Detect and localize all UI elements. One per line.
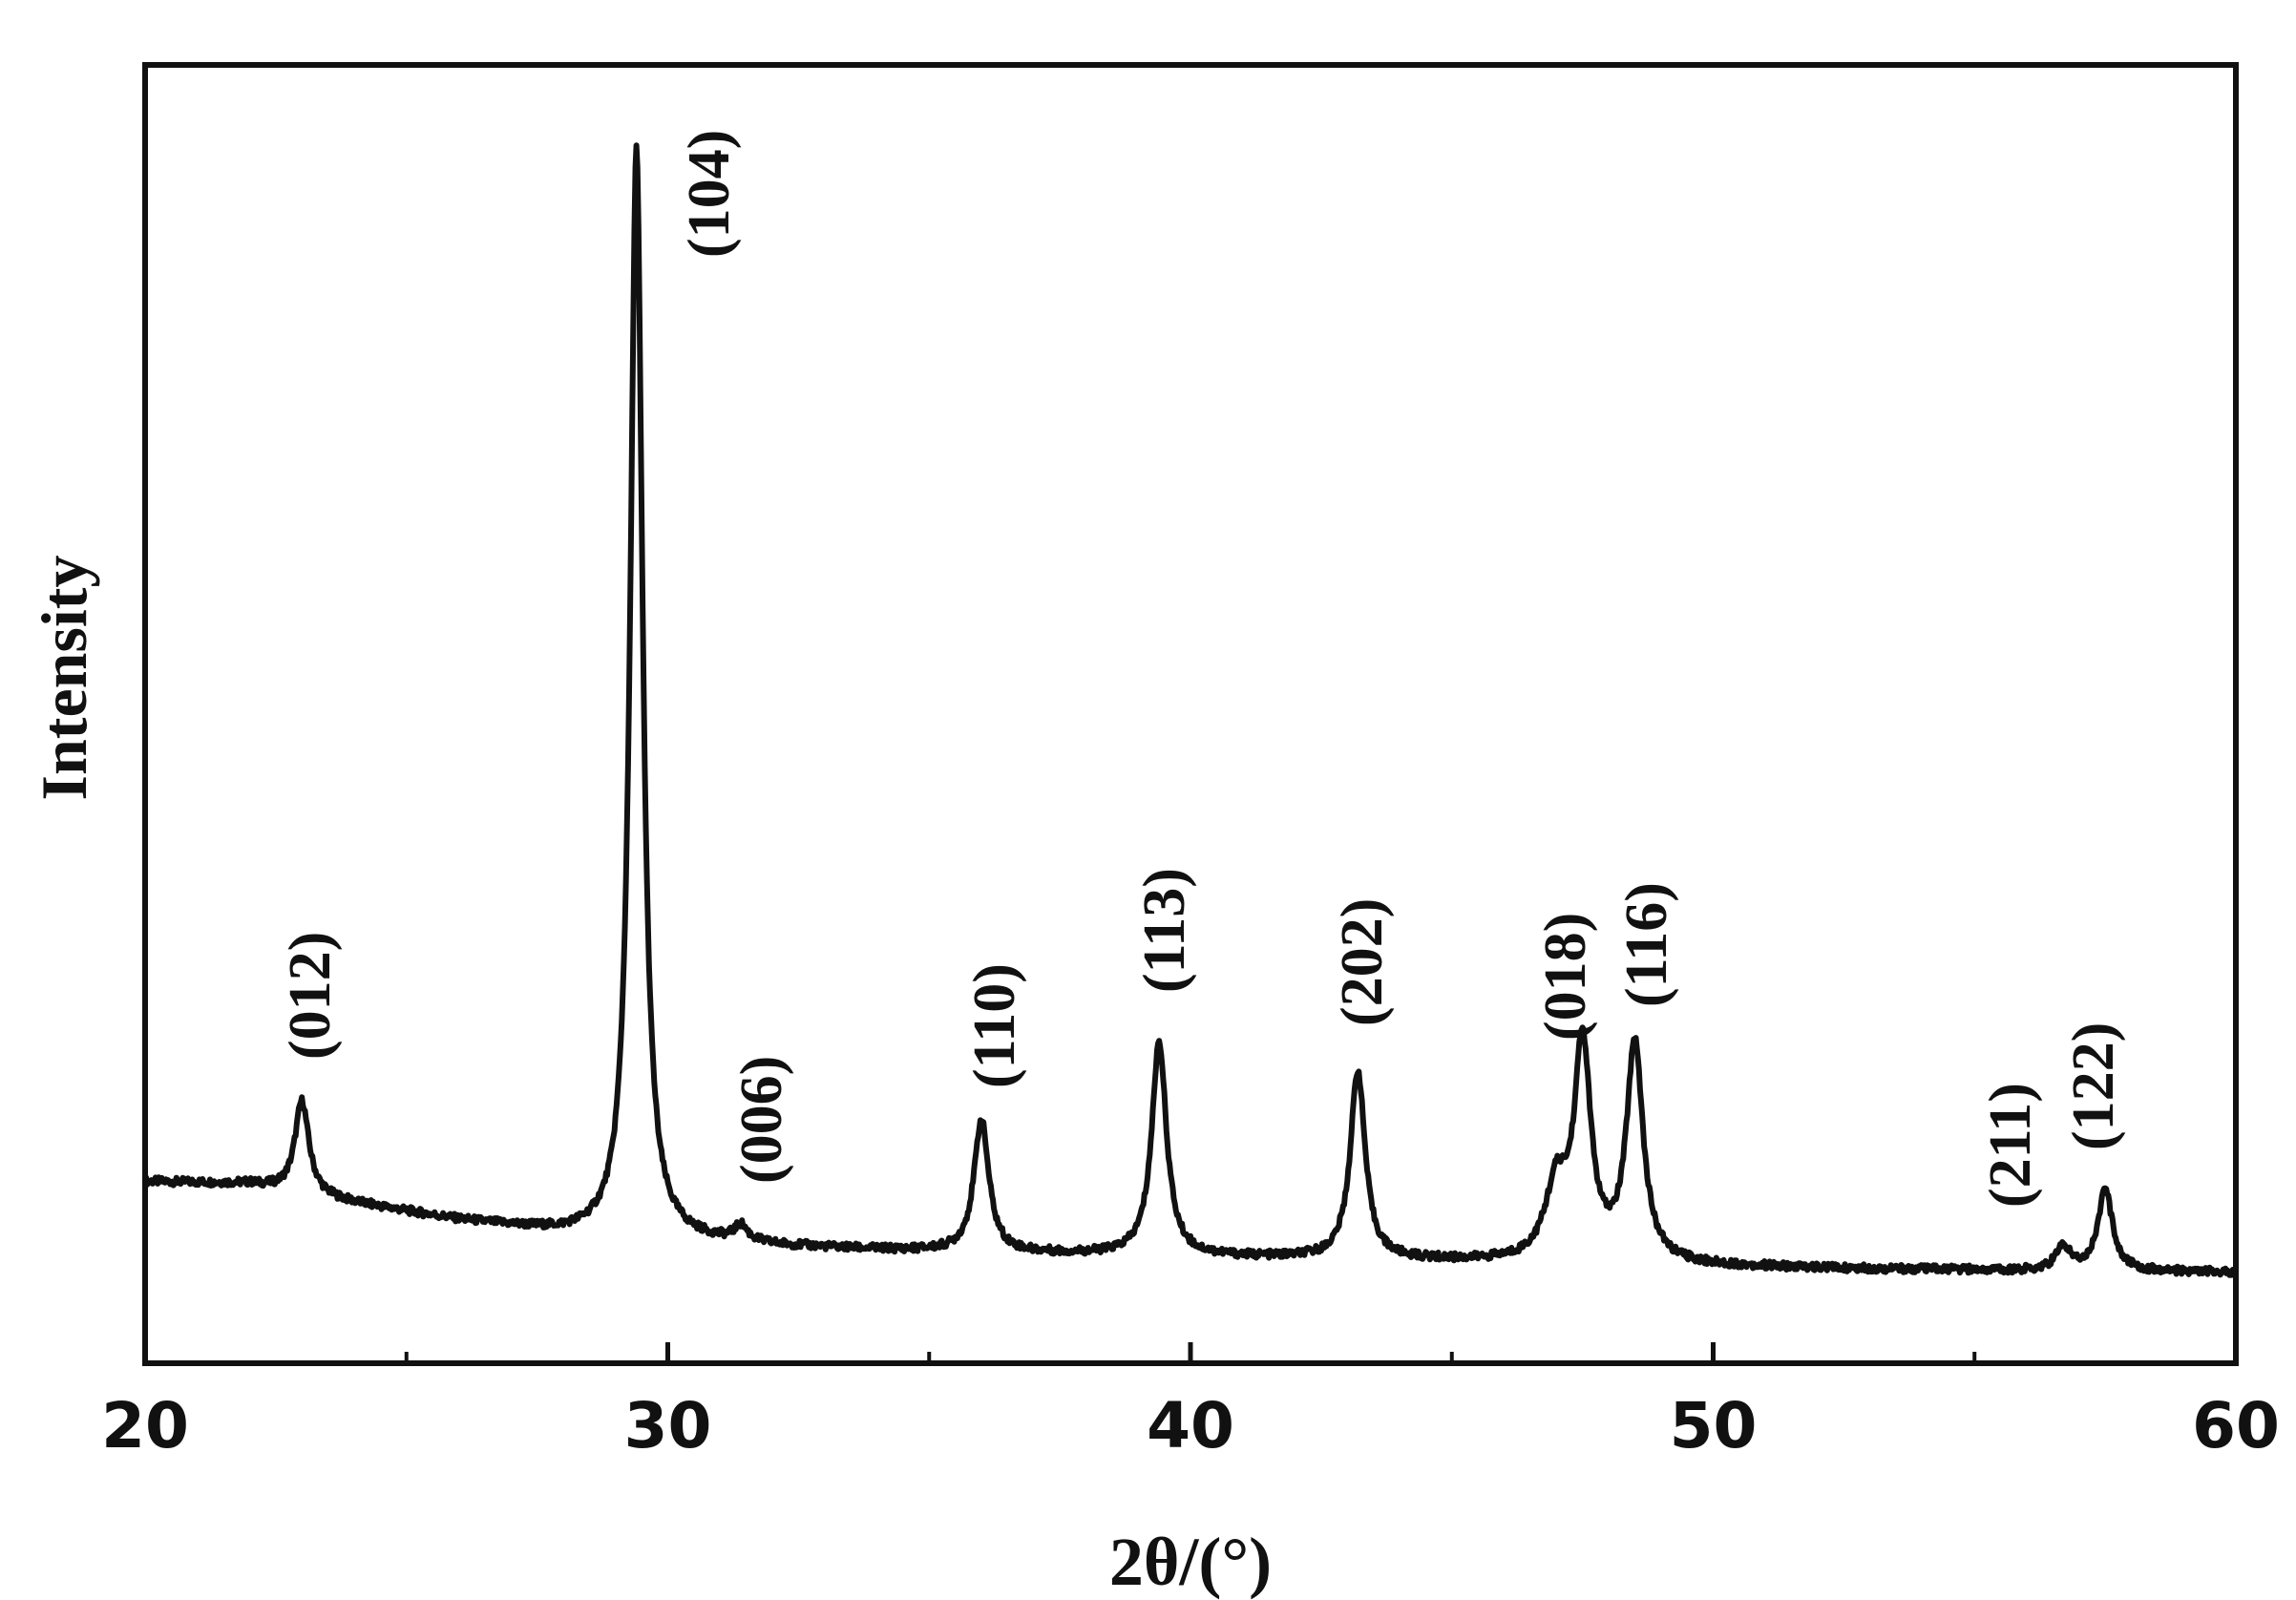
x-tick-labels: 20 30 40 50 60 [101,1389,2280,1463]
x-tick-label: 20 [101,1389,189,1463]
peak-label: (104) [677,130,742,258]
peak-label: (110) [962,963,1027,1088]
x-tick-label: 50 [1670,1389,1758,1463]
peak-label: (211) [1978,1083,2043,1208]
peak-label: (006) [729,1056,794,1184]
peak-label: (202) [1330,898,1395,1026]
xrd-pattern-line [142,142,2239,1278]
plot-frame [142,62,2239,1366]
peak-label: (018) [1533,913,1598,1041]
peak-labels: (012) (104) (006) (110) (113) (202) (018) (116)… [278,130,2126,1208]
x-axis-title: 2θ/(°) [1109,1524,1272,1600]
peak-label: (012) [278,932,343,1060]
peak-label: (122) [2061,1022,2126,1150]
x-ticks [404,1342,1977,1363]
y-axis-title: Intensity [28,556,100,801]
x-tick-label: 30 [624,1389,712,1463]
peak-label: (113) [1132,868,1197,993]
x-tick-label: 40 [1147,1389,1234,1463]
peak-label: (116) [1614,882,1679,1007]
x-tick-label: 60 [2192,1389,2280,1463]
